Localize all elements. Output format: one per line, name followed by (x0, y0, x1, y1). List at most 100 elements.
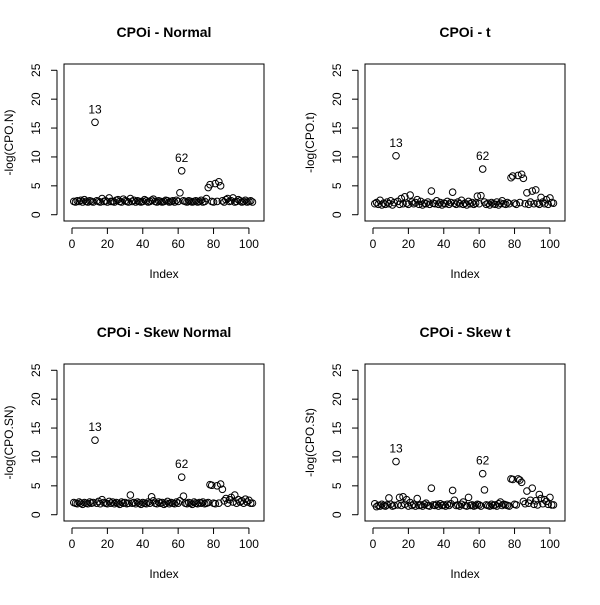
panel-skew-t-data-point (432, 500, 441, 509)
panel-skew-normal-data-point (77, 499, 85, 507)
panel-skew-normal-data-point (243, 498, 251, 506)
panel-skew-t-data-point (505, 502, 514, 510)
panel-t-data-point (386, 197, 395, 205)
panel-normal-x-tick-label: 40 (136, 237, 150, 251)
panel-normal-data-point (153, 198, 161, 206)
panel-t-data-point (540, 199, 549, 208)
panel-t-x-tick-label: 20 (402, 237, 416, 251)
panel-skew-normal-data-point (137, 500, 145, 509)
panel-t-y-tick-label: 10 (330, 150, 344, 164)
panel-skew-normal-data-point (84, 499, 92, 508)
panel-t-y-label: -log(CPO.t) (303, 112, 317, 173)
panel-skew-normal-data-point (213, 482, 221, 490)
panel-skew-t-data-point (425, 502, 434, 510)
panel-skew-normal-y-tick-label: 0 (29, 511, 43, 518)
panel-t: CPOi - t 0 20 40 60 80 100 0 5 10 15 20 25 Index -log(… (303, 24, 566, 281)
panel-skew-t-data-point (498, 501, 506, 510)
panel-t-data-point (546, 194, 554, 202)
panel-skew-t-x-label: Index (450, 567, 479, 581)
panel-normal-data-point (77, 196, 85, 205)
panel-t-data-point (450, 199, 459, 207)
panel-normal-x-tick-label: 80 (207, 237, 221, 251)
panel-skew-normal-y-tick-label: 15 (29, 421, 43, 435)
panel-normal-data-point (222, 195, 230, 204)
panel-t-x-tick-label: 0 (370, 237, 377, 251)
panel-normal-data-point (239, 197, 248, 206)
panel-skew-normal-data-point (199, 498, 207, 506)
panel-skew-normal-data-point (234, 495, 243, 504)
panel-skew-normal-y-tick-label: 20 (29, 392, 43, 406)
panel-skew-t-data-point (480, 486, 489, 494)
panel-skew-t-data-point (549, 501, 558, 509)
panel-t-data-point (370, 199, 379, 208)
panel-skew-normal-data-point (73, 499, 82, 508)
panel-t-data-point (505, 199, 514, 208)
panel-skew-t-data-point (427, 484, 436, 492)
panel-skew-normal-data-point (144, 498, 152, 506)
panel-normal-x-tick-label: 20 (101, 237, 115, 251)
panel-normal: CPOi - Normal 0 20 40 60 80 100 0 5 10 15 20 25 Index… (2, 24, 265, 281)
panel-normal-data-point (206, 180, 214, 189)
panel-normal-y-label: -log(CPO.N) (2, 109, 16, 175)
panel-skew-t-data-point (487, 500, 496, 509)
panel-skew-t-data-point (401, 500, 409, 509)
panel-skew-t-y-tick-label: 20 (330, 392, 344, 406)
panel-skew-normal-data-point (188, 500, 197, 509)
panel-t-data-point (521, 199, 529, 208)
panel-skew-t-data-point (528, 484, 537, 492)
panel-normal-data-point (213, 197, 221, 206)
panel-normal-data-point (183, 198, 191, 206)
panel-skew-normal-y-tick-label: 25 (29, 363, 43, 377)
panel-skew-t-data-point (443, 500, 452, 509)
panel-t-data-point (392, 151, 400, 160)
panel-normal-data-point (195, 197, 204, 206)
panel-t-data-point (434, 200, 443, 209)
panel-t-data-point (402, 199, 411, 207)
panel-t-data-point (422, 199, 430, 208)
panel-skew-t-data-point (508, 475, 517, 484)
panel-t-data-point (388, 201, 397, 209)
panel-t-data-point (461, 199, 469, 207)
panel-skew-normal-x-tick-label: 0 (69, 537, 76, 551)
panel-skew-t-data-point (439, 501, 448, 509)
panel-skew-normal-data-point (177, 473, 186, 481)
panel-t-data-point (531, 186, 540, 194)
panel-t-data-point (436, 198, 445, 207)
panel-normal-y-tick-label: 0 (29, 211, 43, 218)
panel-skew-normal-x-label: Index (149, 567, 178, 581)
panel-t-x-tick-label: 40 (437, 237, 451, 251)
panel-skew-t-data-point (376, 502, 384, 510)
panel-t-x-tick-label: 100 (540, 237, 560, 251)
panel-t-data-point (438, 201, 446, 209)
panel-normal-title: CPOi - Normal (117, 24, 212, 40)
panel-normal-data-point (177, 167, 186, 175)
panel-skew-t-annotation: 13 (389, 442, 403, 456)
panel-skew-normal-x-tick-label: 20 (101, 537, 115, 551)
panel-t-data-point (512, 200, 521, 209)
panel-skew-normal-data-point (108, 498, 117, 506)
panel-skew-t-x-tick-label: 0 (370, 537, 377, 551)
panel-normal-x-label: Index (149, 267, 178, 281)
panel-skew-t-x-tick-label: 20 (402, 537, 416, 551)
panel-skew-normal-data-point (78, 500, 87, 509)
panel-t-y-tick-label: 5 (330, 182, 344, 189)
panel-t-y-tick-label: 20 (330, 92, 344, 106)
panel-skew-t-data-point (477, 502, 485, 510)
panel-skew-t-data-point (519, 497, 528, 506)
panel-skew-normal-data-point (248, 499, 257, 507)
panel-normal-data-point (163, 197, 172, 205)
panel-t-data-point (379, 199, 388, 207)
panel-skew-normal-data-point (179, 492, 188, 501)
panel-skew-normal-data-point (126, 491, 135, 499)
panel-skew-t-annotation: 62 (476, 454, 490, 468)
panel-skew-t-data-point (385, 494, 393, 502)
panel-skew-normal-title: CPOi - Skew Normal (97, 324, 232, 340)
panel-skew-normal-data-point (135, 499, 144, 507)
panel-skew-t-data-point (471, 501, 480, 510)
panel-skew-t-data-point (464, 493, 473, 502)
panel-t-data-point (447, 198, 455, 207)
panel-skew-t-y-tick-label: 25 (330, 363, 344, 377)
panel-normal-x-tick-label: 100 (239, 237, 259, 251)
